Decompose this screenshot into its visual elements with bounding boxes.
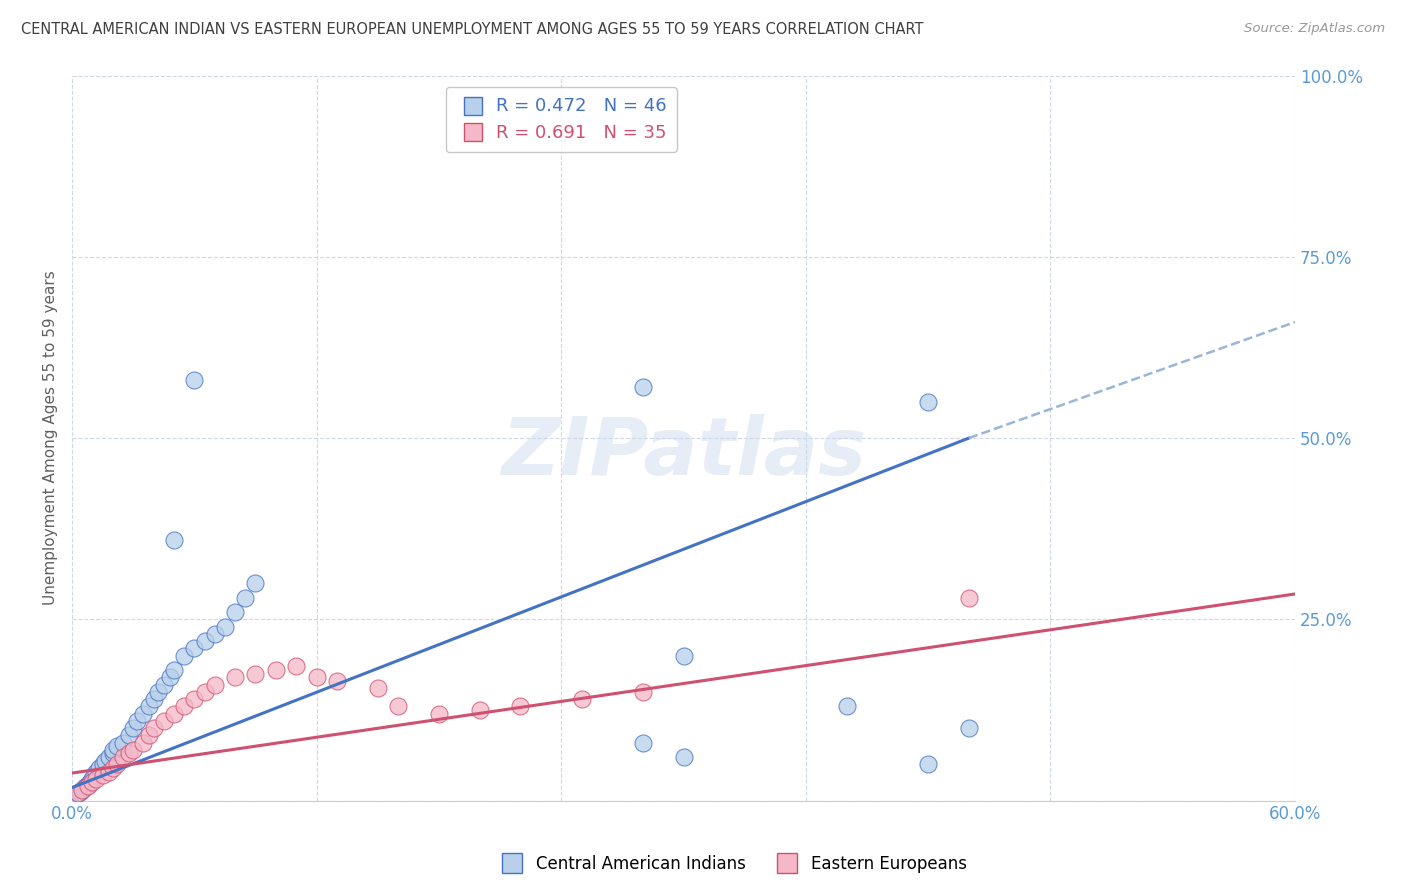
Point [245,576,267,591]
Point [142,721,165,735]
Point [224,670,246,684]
Point [672,648,695,663]
Point [672,750,695,764]
Point [122,743,145,757]
Point [204,627,226,641]
Point [367,681,389,696]
Point [97,764,120,779]
Point [70,782,93,797]
Point [427,706,450,721]
Point [159,670,181,684]
Point [132,736,155,750]
Point [105,739,128,754]
Point [77,778,100,792]
Point [183,373,205,387]
Point [326,673,349,688]
Point [67,786,90,800]
Point [67,786,90,800]
Point [105,757,128,772]
Point [957,721,980,735]
Point [82,772,104,786]
Point [142,692,165,706]
Point [73,780,96,795]
Text: ZIPatlas: ZIPatlas [501,414,866,491]
Point [264,663,287,677]
Point [101,743,124,757]
Point [835,699,858,714]
Point [183,692,205,706]
Point [917,757,939,772]
Point [82,775,104,789]
Point [97,750,120,764]
Point [69,785,91,799]
Point [118,747,141,761]
Point [91,768,114,782]
Point [146,685,169,699]
Point [86,772,108,786]
Point [86,764,108,779]
Point [631,380,654,394]
Point [468,703,491,717]
Point [91,757,114,772]
Point [285,659,308,673]
Legend: Central American Indians, Eastern Europeans: Central American Indians, Eastern Europe… [489,848,973,880]
Point [75,779,97,793]
Point [204,677,226,691]
Point [127,714,149,728]
Y-axis label: Unemployment Among Ages 55 to 59 years: Unemployment Among Ages 55 to 59 years [44,270,58,606]
Point [93,754,115,768]
Point [101,747,124,761]
Point [571,692,593,706]
Point [79,775,101,789]
Point [305,670,328,684]
Point [77,779,100,793]
Point [87,761,110,775]
Point [957,591,980,605]
Point [233,591,256,605]
Point [183,641,205,656]
Point [173,648,195,663]
Point [214,619,236,633]
Point [83,768,105,782]
Point [631,685,654,699]
Point [122,721,145,735]
Point [111,750,134,764]
Point [132,706,155,721]
Point [163,663,186,677]
Point [224,605,246,619]
Point [138,728,160,742]
Legend: R = 0.472   N = 46, R = 0.691   N = 35: R = 0.472 N = 46, R = 0.691 N = 35 [446,87,676,152]
Point [163,706,186,721]
Point [193,685,215,699]
Point [101,761,124,775]
Point [193,634,215,648]
Point [70,782,93,797]
Point [387,699,409,714]
Point [118,728,141,742]
Text: CENTRAL AMERICAN INDIAN VS EASTERN EUROPEAN UNEMPLOYMENT AMONG AGES 55 TO 59 YEA: CENTRAL AMERICAN INDIAN VS EASTERN EUROP… [21,22,924,37]
Point [631,736,654,750]
Text: Source: ZipAtlas.com: Source: ZipAtlas.com [1244,22,1385,36]
Point [163,533,186,547]
Point [917,394,939,409]
Point [152,677,174,691]
Point [245,666,267,681]
Point [138,699,160,714]
Point [152,714,174,728]
Point [509,699,531,714]
Point [111,736,134,750]
Point [173,699,195,714]
